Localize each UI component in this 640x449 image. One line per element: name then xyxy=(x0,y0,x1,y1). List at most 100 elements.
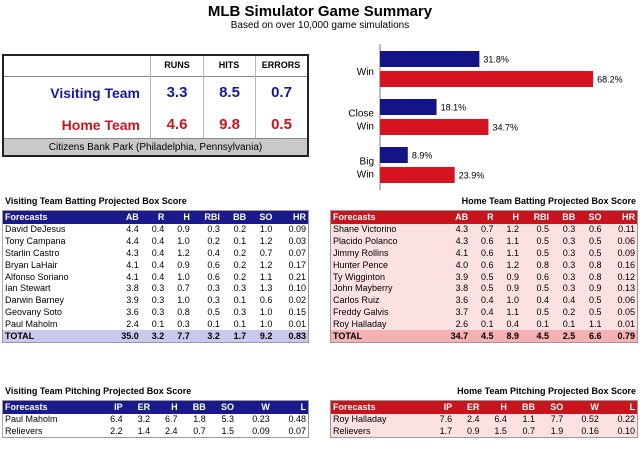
stat-cell: 0.7 xyxy=(508,425,538,438)
visiting-pitching-title: Visiting Team Pitching Projected Box Sco… xyxy=(5,386,192,396)
home-hits: 9.8 xyxy=(219,116,240,133)
stat-cell: 0.2 xyxy=(221,223,249,236)
stat-cell: 0.48 xyxy=(271,413,309,426)
column-header: H xyxy=(495,210,522,224)
stat-cell: 0.05 xyxy=(603,306,638,318)
stat-cell: 0.6 xyxy=(191,258,222,271)
errors-header: ERRORS xyxy=(261,60,301,70)
stat-cell: 0.4 xyxy=(521,294,552,307)
stat-cell: 0.5 xyxy=(521,306,552,318)
visiting-batting-title: Visiting Team Batting Projected Box Scor… xyxy=(5,196,187,206)
table-row: Ty Wigginton 3.9 0.5 0.9 0.6 0.3 0.8 0.12 xyxy=(330,270,638,283)
stat-cell: 1.2 xyxy=(248,235,275,248)
stat-cell: 0.3 xyxy=(551,223,578,236)
stat-cell: 0.2 xyxy=(551,306,578,318)
stat-cell: 0.3 xyxy=(166,317,192,330)
stat-cell: 1.9 xyxy=(537,425,566,438)
stat-cell: 0.9 xyxy=(166,223,192,236)
stat-cell: 0.5 xyxy=(521,235,552,248)
table-row: Tony Campana 4.4 0.4 1.0 0.2 0.1 1.2 0.03 xyxy=(1,235,309,248)
stat-cell: 0.3 xyxy=(221,306,249,318)
stat-cell: 0.4 xyxy=(140,247,167,259)
table-row: David DeJesus 4.4 0.4 0.9 0.3 0.2 1.0 0.09 xyxy=(1,223,309,236)
stat-cell: 1.7 xyxy=(426,425,455,438)
stat-cell: 1.4 xyxy=(124,425,153,438)
stat-cell: 1.1 xyxy=(495,247,522,259)
table-row: Relievers 1.7 0.9 1.5 0.7 1.9 0.16 0.10 xyxy=(330,425,638,438)
column-header: Forecasts xyxy=(2,210,108,224)
player-name: David DeJesus xyxy=(1,223,108,236)
table-row: Darwin Barney 3.9 0.3 1.0 0.3 0.1 0.6 0.02 xyxy=(1,294,309,307)
stat-cell: 3.8 xyxy=(107,282,141,295)
stat-cell: 0.3 xyxy=(551,270,578,283)
table-row: Freddy Galvis 3.7 0.4 1.1 0.5 0.2 0.5 0.05 xyxy=(330,306,638,318)
table-header-row: Forecasts IP ER H BB SO W L xyxy=(2,400,309,414)
player-name: Relievers xyxy=(2,425,98,438)
column-header: SO xyxy=(207,400,237,414)
home-batting-table: Forecasts AB R H RBI BB SO HR Shane Victorino 4.3… xyxy=(330,210,638,344)
stat-cell: 0.8 xyxy=(577,258,604,271)
stat-cell: 0.3 xyxy=(191,223,222,236)
column-header: AB xyxy=(436,210,471,224)
player-name: Alfonso Soriano xyxy=(1,270,108,283)
stat-cell: 0.3 xyxy=(140,294,167,307)
column-header: IP xyxy=(97,400,125,414)
stat-cell: 6.4 xyxy=(97,413,125,426)
visiting-team-label: Visiting Team xyxy=(50,85,140,101)
total-cell: 3.2 xyxy=(140,329,167,343)
stat-cell: 0.2 xyxy=(221,247,249,259)
column-header: HR xyxy=(274,210,309,224)
stat-cell: 1.3 xyxy=(248,282,275,295)
visiting-bar xyxy=(380,99,437,115)
stat-cell: 0.2 xyxy=(191,235,222,248)
player-name: Roy Halladay xyxy=(330,413,427,426)
stat-cell: 1.0 xyxy=(166,294,192,307)
stat-cell: 0.6 xyxy=(470,235,496,248)
player-name: Tony Campana xyxy=(1,235,108,248)
stat-cell: 1.1 xyxy=(495,235,522,248)
table-header-row: Forecasts AB R H RBI BB SO HR xyxy=(330,210,638,224)
table-row: Roy Halladay 2.6 0.1 0.4 0.1 0.1 1.1 0.01 xyxy=(330,317,638,330)
stat-cell: 4.1 xyxy=(107,258,141,271)
stat-cell: 0.3 xyxy=(191,294,222,307)
stat-cell: 0.09 xyxy=(236,425,272,438)
runs-header: RUNS xyxy=(164,60,190,70)
stat-cell: 0.03 xyxy=(274,235,309,248)
summary-header: RUNS HITS ERRORS xyxy=(4,56,307,77)
table-row: John Mayberry 3.8 0.5 0.9 0.5 0.3 0.9 0.13 xyxy=(330,282,638,295)
stat-cell: 2.2 xyxy=(97,425,125,438)
stat-cell: 0.10 xyxy=(274,282,309,295)
table-row: Relievers 2.2 1.4 2.4 0.7 1.5 0.09 0.07 xyxy=(2,425,309,438)
stat-cell: 1.0 xyxy=(248,223,275,236)
stat-cell: 3.7 xyxy=(436,306,471,318)
column-header: RBI xyxy=(521,210,552,224)
stat-cell: 6.7 xyxy=(152,413,180,426)
stat-cell: 3.6 xyxy=(107,306,141,318)
table-row: Carlos Ruiz 3.6 0.4 1.0 0.4 0.4 0.5 0.06 xyxy=(330,294,638,307)
home-team-row: Home Team 4.6 9.8 0.5 xyxy=(4,109,307,141)
stat-cell: 4.3 xyxy=(436,235,471,248)
player-name: Carlos Ruiz xyxy=(330,294,437,307)
stat-cell: 0.01 xyxy=(603,317,638,330)
column-header: W xyxy=(236,400,272,414)
stat-cell: 1.5 xyxy=(207,425,237,438)
stat-cell: 0.1 xyxy=(470,317,496,330)
stat-cell: 7.7 xyxy=(537,413,566,426)
table-row: Alfonso Soriano 4.1 0.4 1.0 0.6 0.2 1.1 0.21 xyxy=(1,270,309,283)
column-header: W xyxy=(565,400,601,414)
stat-cell: 0.16 xyxy=(603,258,638,271)
stat-cell: 0.11 xyxy=(603,223,638,236)
stat-cell: 3.2 xyxy=(124,413,153,426)
stat-cell: 0.4 xyxy=(140,235,167,248)
visiting-errors: 0.7 xyxy=(271,84,292,101)
player-name: Placido Polanco xyxy=(330,235,437,248)
stat-cell: 0.5 xyxy=(577,235,604,248)
stat-cell: 0.5 xyxy=(470,282,496,295)
column-header: H xyxy=(152,400,180,414)
win-probability-chart: Win 31.8% 68.2% Close Win 18.1% 34.7% Big Win 8.9… xyxy=(348,44,623,190)
stat-cell: 1.1 xyxy=(495,306,522,318)
stat-cell: 0.21 xyxy=(274,270,309,283)
divider xyxy=(255,56,256,140)
stat-cell: 0.06 xyxy=(603,294,638,307)
stat-cell: 1.8 xyxy=(179,413,208,426)
